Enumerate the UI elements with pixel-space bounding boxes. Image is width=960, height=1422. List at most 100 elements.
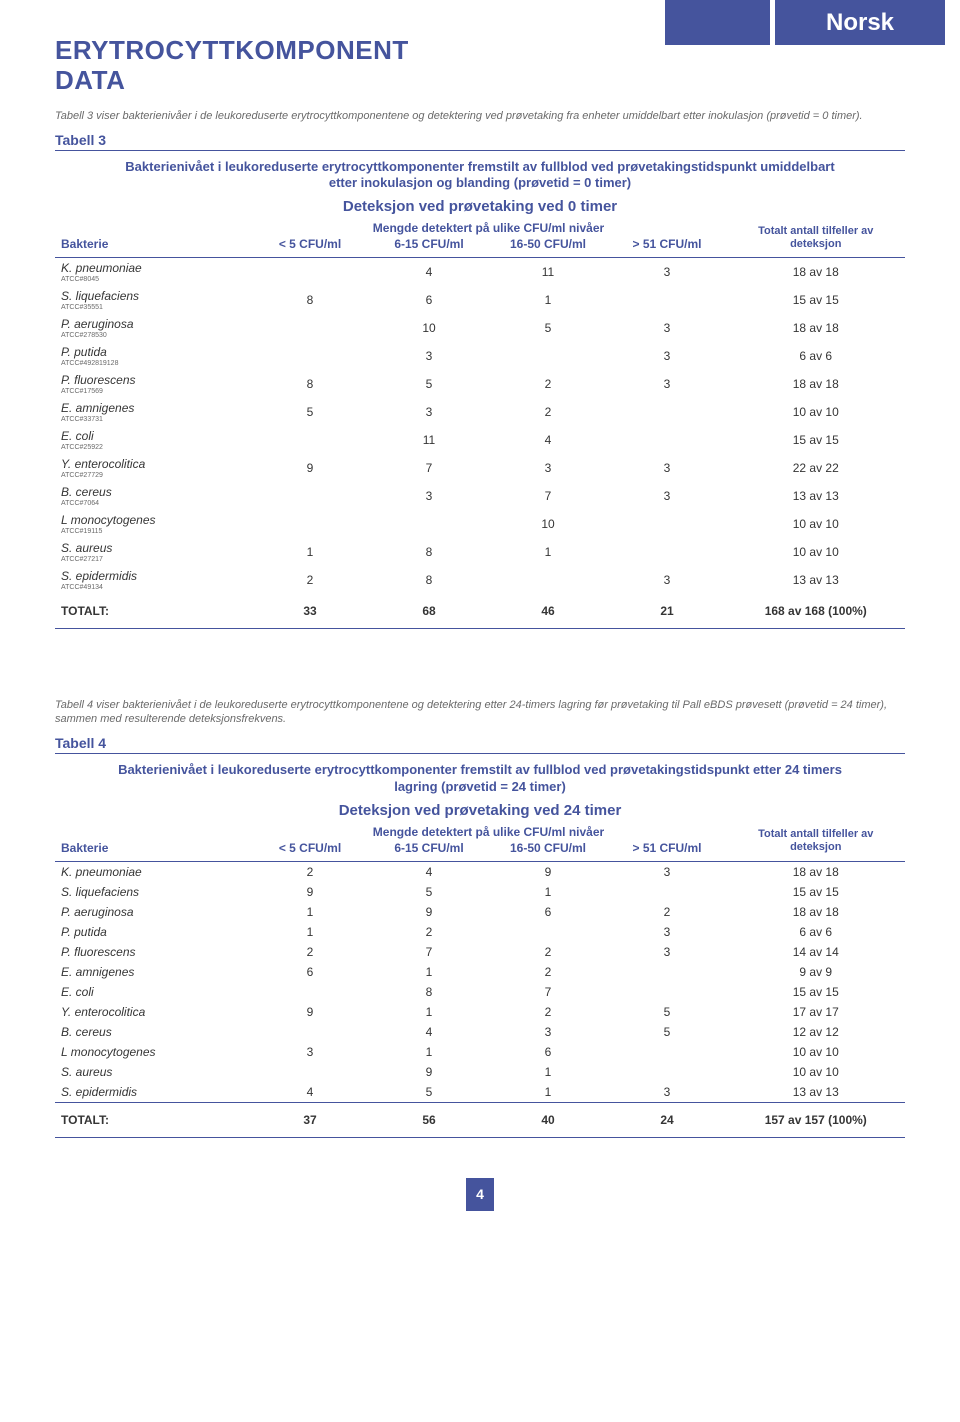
cell-value: 9	[489, 861, 608, 882]
cell-value	[608, 882, 727, 902]
table-row: E. amnigenesATCC#3373153210 av 10	[55, 398, 905, 426]
cell-value	[608, 398, 727, 426]
cell-value	[608, 286, 727, 314]
cell-value: 1	[251, 902, 370, 922]
table4-subtitle: Deteksjon ved prøvetaking ved 24 timer	[55, 802, 905, 819]
col-c1: < 5 CFU/ml	[251, 839, 370, 862]
table-row: S. liquefaciens95115 av 15	[55, 882, 905, 902]
bacteria-name: Y. enterocolitica	[55, 1002, 251, 1022]
cell-value	[251, 426, 370, 454]
total-tot: 157 av 157 (100%)	[727, 1102, 906, 1137]
cell-value: 7	[370, 942, 489, 962]
cell-value: 2	[489, 1002, 608, 1022]
cell-value	[608, 426, 727, 454]
table-row: Y. enterocolitica912517 av 17	[55, 1002, 905, 1022]
bacteria-name: S. epidermidisATCC#49134	[55, 566, 251, 594]
table4-label: Tabell 4	[55, 735, 905, 754]
bacteria-name: B. cereusATCC#7064	[55, 482, 251, 510]
cell-value: 3	[608, 922, 727, 942]
cell-value: 8	[370, 566, 489, 594]
table-row: L monocytogenes31610 av 10	[55, 1042, 905, 1062]
cell-value	[608, 982, 727, 1002]
cell-value: 2	[608, 902, 727, 922]
atcc-code: ATCC#27217	[61, 556, 245, 563]
cell-total: 14 av 14	[727, 942, 906, 962]
atcc-code: ATCC#7064	[61, 500, 245, 507]
title-line2: DATA	[55, 65, 125, 95]
total-v4: 21	[608, 594, 727, 629]
table4: Bakterie Mengde detektert på ulike CFU/m…	[55, 823, 905, 1138]
cell-value: 8	[370, 982, 489, 1002]
cell-value: 3	[608, 370, 727, 398]
cell-value	[489, 922, 608, 942]
table-row: P. putida1236 av 6	[55, 922, 905, 942]
bacteria-name: P. putidaATCC#492819128	[55, 342, 251, 370]
total-v2: 56	[370, 1102, 489, 1137]
cell-value: 2	[251, 861, 370, 882]
table-row: B. cereus43512 av 12	[55, 1022, 905, 1042]
cell-value: 9	[251, 454, 370, 482]
atcc-code: ATCC#27729	[61, 472, 245, 479]
cell-value: 3	[489, 454, 608, 482]
table-row: E. coli8715 av 15	[55, 982, 905, 1002]
atcc-code: ATCC#49134	[61, 584, 245, 591]
bacteria-name: E. amnigenes	[55, 962, 251, 982]
bacteria-name: P. fluorescens	[55, 942, 251, 962]
atcc-code: ATCC#25922	[61, 444, 245, 451]
bacteria-name: E. coli	[55, 982, 251, 1002]
col-bacteria: Bakterie	[55, 823, 251, 862]
page-footer: 4	[55, 1178, 905, 1211]
cell-value	[608, 1042, 727, 1062]
cell-value: 7	[489, 482, 608, 510]
cell-total: 9 av 9	[727, 962, 906, 982]
bacteria-name: E. coliATCC#25922	[55, 426, 251, 454]
cell-total: 13 av 13	[727, 482, 906, 510]
cell-total: 12 av 12	[727, 1022, 906, 1042]
cell-total: 15 av 15	[727, 882, 906, 902]
cell-value: 1	[370, 1042, 489, 1062]
bacteria-name: K. pneumoniae	[55, 861, 251, 882]
cell-value: 3	[608, 258, 727, 287]
cell-total: 15 av 15	[727, 286, 906, 314]
cell-value	[489, 566, 608, 594]
cell-value: 11	[489, 258, 608, 287]
total-v2: 68	[370, 594, 489, 629]
table3: Bakterie Mengde detektert på ulike CFU/m…	[55, 219, 905, 629]
cell-value: 6	[489, 902, 608, 922]
bacteria-name: P. putida	[55, 922, 251, 942]
cell-value: 3	[370, 398, 489, 426]
table-row: S. aureus9110 av 10	[55, 1062, 905, 1082]
cell-value	[251, 510, 370, 538]
cell-total: 6 av 6	[727, 922, 906, 942]
table-row: S. epidermidis451313 av 13	[55, 1082, 905, 1103]
cell-value: 9	[370, 902, 489, 922]
table-row: Y. enterocoliticaATCC#27729973322 av 22	[55, 454, 905, 482]
cell-value	[489, 342, 608, 370]
cell-value: 2	[251, 566, 370, 594]
cell-value: 4	[370, 861, 489, 882]
col-bacteria: Bakterie	[55, 219, 251, 258]
cell-value	[608, 962, 727, 982]
col-c2: 6-15 CFU/ml	[370, 839, 489, 862]
cell-value: 3	[608, 566, 727, 594]
cell-total: 10 av 10	[727, 510, 906, 538]
total-v1: 33	[251, 594, 370, 629]
total-label: TOTALT:	[55, 594, 251, 629]
cell-value	[251, 1062, 370, 1082]
table3-subtitle: Deteksjon ved prøvetaking ved 0 timer	[55, 198, 905, 215]
table-row: S. epidermidisATCC#4913428 313 av 13	[55, 566, 905, 594]
cell-value: 5	[251, 398, 370, 426]
col-c1: < 5 CFU/ml	[251, 235, 370, 258]
cell-value: 8	[251, 286, 370, 314]
table-row: K. pneumoniae249318 av 18	[55, 861, 905, 882]
total-v4: 24	[608, 1102, 727, 1137]
title-line1: ERYTROCYTTKOMPONENT	[55, 35, 409, 65]
bacteria-name: L monocytogenesATCC#19115	[55, 510, 251, 538]
table-row: K. pneumoniaeATCC#8045411318 av 18	[55, 258, 905, 287]
bacteria-name: L monocytogenes	[55, 1042, 251, 1062]
cell-value: 8	[251, 370, 370, 398]
cell-total: 13 av 13	[727, 566, 906, 594]
page-number: 4	[466, 1178, 494, 1211]
total-label: TOTALT:	[55, 1102, 251, 1137]
cell-value	[608, 1062, 727, 1082]
